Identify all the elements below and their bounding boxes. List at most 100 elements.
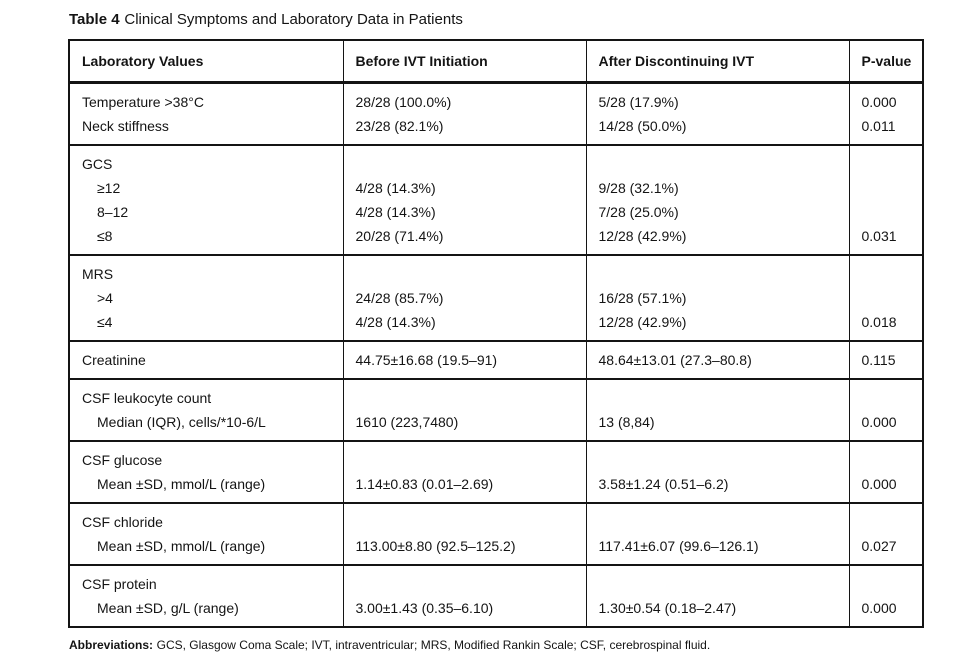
before-value-cell: 4/28 (14.3%) xyxy=(342,200,586,224)
table-row: Neck stiffness 23/28 (82.1%) 14/28 (50.0%)… xyxy=(69,114,923,145)
row-label-cell: Mean ±SD, mmol/L (range) xyxy=(97,538,266,554)
row-label-cell: Creatinine xyxy=(69,340,343,379)
column-header-after-ivt: After Discontinuing IVT xyxy=(585,40,849,84)
before-value-cell: 113.00±8.80 (92.5–125.2) xyxy=(342,534,586,565)
row-label-cell: CSF leukocyte count xyxy=(69,378,343,410)
table-body: Temperature >38°C 28/28 (100.0%) 5/28 (17.… xyxy=(69,81,923,627)
row-label-cell: Neck stiffness xyxy=(82,118,169,134)
table-row: CSF chloride xyxy=(69,502,923,534)
after-value-cell xyxy=(585,564,849,596)
before-value-cell: 3.00±1.43 (0.35–6.10) xyxy=(342,596,586,627)
p-value-cell: 0.018 xyxy=(848,310,923,341)
p-value-cell xyxy=(848,176,923,200)
p-value-cell: 0.115 xyxy=(848,340,923,379)
after-value-cell: 9/28 (32.1%) xyxy=(585,176,849,200)
after-value-cell: 117.41±6.07 (99.6–126.1) xyxy=(585,534,849,565)
before-value-cell: 20/28 (71.4%) xyxy=(342,224,586,255)
before-value-cell xyxy=(342,144,586,176)
after-value-cell: 16/28 (57.1%) xyxy=(585,286,849,310)
before-value-cell: 44.75±16.68 (19.5–91) xyxy=(342,340,586,379)
table-title-text: Clinical Symptoms and Laboratory Data in… xyxy=(124,11,463,28)
row-label-cell: CSF protein xyxy=(69,564,343,596)
row-label-cell: ≤8 xyxy=(97,228,113,244)
before-value-cell: 4/28 (14.3%) xyxy=(342,310,586,341)
p-value-cell xyxy=(848,254,923,286)
table-row: GCS xyxy=(69,144,923,176)
before-value-cell xyxy=(342,254,586,286)
table-row: ≥12 4/28 (14.3%) 9/28 (32.1%) xyxy=(69,176,923,200)
p-value-cell: 0.000 xyxy=(848,472,923,503)
p-value-cell: 0.000 xyxy=(848,596,923,627)
table-row: Mean ±SD, g/L (range) 3.00±1.43 (0.35–6.1… xyxy=(69,596,923,627)
row-label-cell: GCS xyxy=(69,144,343,176)
table-row: Mean ±SD, mmol/L (range) 1.14±0.83 (0.01–… xyxy=(69,472,923,503)
row-label-cell: Median (IQR), cells/*10-6/L xyxy=(97,414,266,430)
before-value-cell: 23/28 (82.1%) xyxy=(342,114,586,145)
row-label-cell: ≤4 xyxy=(97,314,113,330)
p-value-cell xyxy=(848,200,923,224)
after-value-cell xyxy=(585,502,849,534)
table-row: >4 24/28 (85.7%) 16/28 (57.1%) xyxy=(69,286,923,310)
table-row: Temperature >38°C 28/28 (100.0%) 5/28 (17.… xyxy=(69,81,923,114)
after-value-cell: 14/28 (50.0%) xyxy=(585,114,849,145)
after-value-cell: 48.64±13.01 (27.3–80.8) xyxy=(585,340,849,379)
row-label-cell: CSF chloride xyxy=(69,502,343,534)
table-row: ≤4 4/28 (14.3%) 12/28 (42.9%) 0.018 xyxy=(69,310,923,341)
table-row: CSF leukocyte count xyxy=(69,378,923,410)
p-value-cell xyxy=(848,144,923,176)
row-label-cell: Mean ±SD, mmol/L (range) xyxy=(97,476,266,492)
after-value-cell xyxy=(585,144,849,176)
p-value-cell: 0.031 xyxy=(848,224,923,255)
abbreviations-label: Abbreviations: xyxy=(69,638,154,652)
table-row: Median (IQR), cells/*10-6/L 1610 (223,748… xyxy=(69,410,923,441)
after-value-cell xyxy=(585,254,849,286)
before-value-cell xyxy=(342,564,586,596)
table-row: Mean ±SD, mmol/L (range) 113.00±8.80 (92.… xyxy=(69,534,923,565)
column-header-before-ivt: Before IVT Initiation xyxy=(342,40,586,84)
row-label-cell: Temperature >38°C xyxy=(69,81,343,114)
page-title: Table 4 Clinical Symptoms and Laboratory … xyxy=(69,10,922,30)
after-value-cell: 5/28 (17.9%) xyxy=(585,81,849,114)
table-row: CSF protein xyxy=(69,564,923,596)
after-value-cell xyxy=(585,378,849,410)
table-row: MRS xyxy=(69,254,923,286)
after-value-cell: 3.58±1.24 (0.51–6.2) xyxy=(585,472,849,503)
before-value-cell: 28/28 (100.0%) xyxy=(342,81,586,114)
clinical-symptoms-table: Laboratory Values Before IVT Initiation … xyxy=(68,39,924,628)
row-label-cell: 8–12 xyxy=(97,204,129,220)
p-value-cell xyxy=(848,378,923,410)
row-label-cell: >4 xyxy=(97,290,113,306)
table-row: 8–12 4/28 (14.3%) 7/28 (25.0%) xyxy=(69,200,923,224)
p-value-cell: 0.027 xyxy=(848,534,923,565)
p-value-cell xyxy=(848,564,923,596)
table-row: ≤8 20/28 (71.4%) 12/28 (42.9%) 0.031 xyxy=(69,224,923,255)
p-value-cell: 0.000 xyxy=(848,81,923,114)
before-value-cell xyxy=(342,502,586,534)
p-value-cell xyxy=(848,286,923,310)
before-value-cell: 24/28 (85.7%) xyxy=(342,286,586,310)
table-row: CSF glucose xyxy=(69,440,923,472)
before-value-cell xyxy=(342,378,586,410)
p-value-cell xyxy=(848,502,923,534)
column-header-p-value: P-value xyxy=(848,40,923,84)
p-value-cell: 0.000 xyxy=(848,410,923,441)
p-value-cell xyxy=(848,440,923,472)
before-value-cell: 1.14±0.83 (0.01–2.69) xyxy=(342,472,586,503)
row-label-cell: MRS xyxy=(69,254,343,286)
after-value-cell: 7/28 (25.0%) xyxy=(585,200,849,224)
row-label-cell: ≥12 xyxy=(97,180,121,196)
abbreviations-text: GCS, Glasgow Coma Scale; IVT, intraventr… xyxy=(156,638,711,652)
before-value-cell xyxy=(342,440,586,472)
p-value-cell: 0.011 xyxy=(848,114,923,145)
row-label-cell: Mean ±SD, g/L (range) xyxy=(97,600,239,616)
table-number-label: Table 4 xyxy=(69,11,120,28)
after-value-cell: 1.30±0.54 (0.18–2.47) xyxy=(585,596,849,627)
after-value-cell: 12/28 (42.9%) xyxy=(585,310,849,341)
after-value-cell: 12/28 (42.9%) xyxy=(585,224,849,255)
after-value-cell: 13 (8,84) xyxy=(585,410,849,441)
row-label-cell: CSF glucose xyxy=(69,440,343,472)
table-row: Creatinine 44.75±16.68 (19.5–91) 48.64±13.… xyxy=(69,340,923,379)
column-header-laboratory-values: Laboratory Values xyxy=(69,40,343,84)
before-value-cell: 1610 (223,7480) xyxy=(342,410,586,441)
